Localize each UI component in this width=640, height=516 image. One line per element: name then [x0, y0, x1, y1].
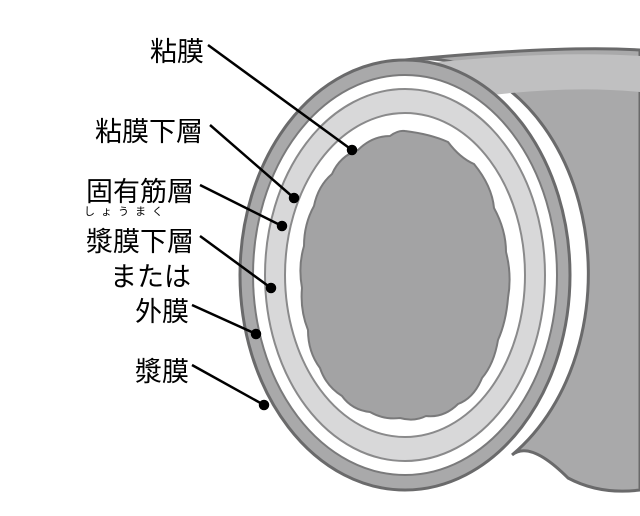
layer-mucosa: [300, 131, 509, 420]
label-adventitia: 外膜: [135, 290, 189, 329]
label-mucosa: 粘膜: [150, 30, 204, 69]
label-subserosa: 漿膜下層: [86, 220, 194, 259]
cross-section: [240, 60, 570, 490]
label-subserosa-ruby: しょうまく: [84, 207, 169, 218]
label-submucosa: 粘膜下層: [95, 110, 203, 149]
label-muscularis: 固有筋層: [86, 170, 194, 209]
label-serosa: 漿膜: [135, 350, 189, 389]
label-or: または: [110, 255, 191, 294]
